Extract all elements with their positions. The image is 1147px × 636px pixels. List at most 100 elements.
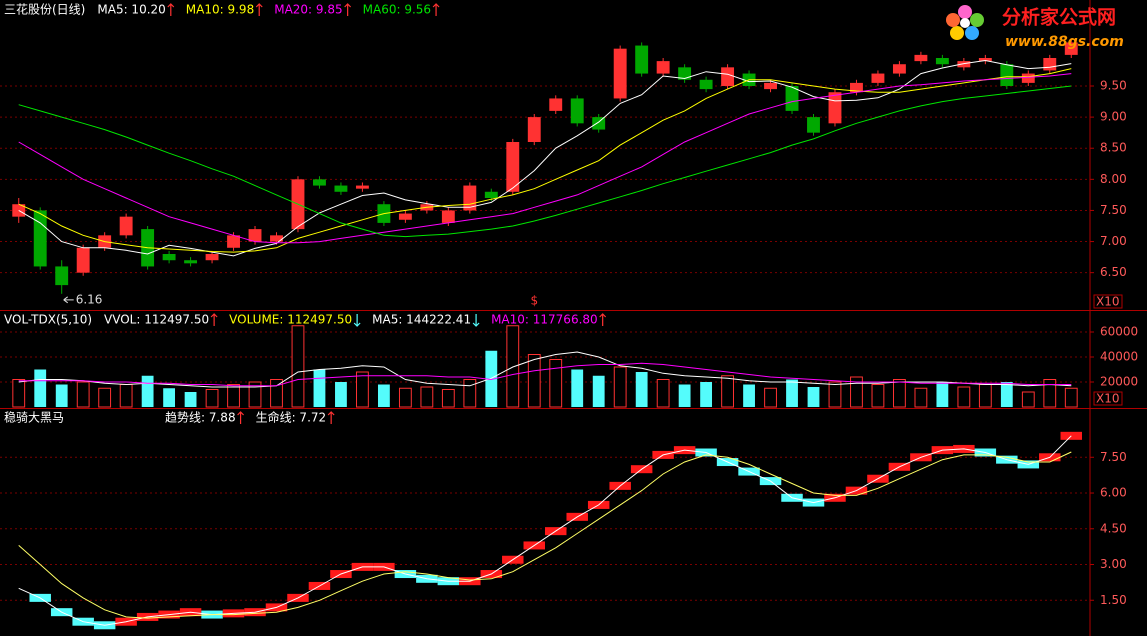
y-tick-label: 8.00 (1100, 172, 1127, 186)
volume-bar (936, 382, 949, 407)
volume-bar (721, 375, 734, 408)
volume-bar (613, 366, 627, 408)
candle-body (613, 48, 627, 99)
candle-body (828, 92, 842, 124)
volume-bar (55, 384, 68, 407)
logo-petal (946, 13, 960, 27)
unit-box (1093, 294, 1123, 309)
candle-body (549, 98, 563, 111)
volume-bar (743, 384, 755, 407)
candle-body (678, 67, 692, 80)
candle-body (570, 98, 584, 124)
candle-body (978, 58, 992, 62)
volume-bar (957, 386, 971, 408)
candle-body (635, 45, 649, 74)
candle-body (270, 235, 283, 242)
volume-bar (527, 354, 541, 408)
trend-arrow (432, 3, 440, 16)
candle-body (721, 67, 735, 86)
volume-bar (356, 371, 369, 408)
legend-entry: MA5: 10.20 (97, 3, 165, 17)
chart-title: 三花股份(日线) (4, 2, 85, 17)
y-tick-label: 7.50 (1100, 450, 1127, 464)
volume-bar (98, 387, 112, 408)
logo-petal (970, 13, 984, 27)
volume-bar (76, 381, 90, 408)
volume-bar (700, 382, 713, 407)
candle-body (914, 54, 928, 62)
candle-body (398, 213, 412, 220)
candle-body (313, 179, 326, 186)
candle-body (957, 61, 971, 68)
series-line (18, 362, 1072, 387)
candle-body (699, 79, 713, 90)
trend-arrow (353, 314, 361, 327)
low-pointer (63, 296, 74, 304)
candle-body (248, 229, 262, 242)
candle-body (184, 260, 198, 264)
unit-label: X10 (1096, 392, 1120, 406)
volume-bar (978, 384, 992, 408)
trend-arrow (344, 3, 352, 16)
series-line (18, 73, 1072, 244)
legend-entry: 生命线: 7.72 (256, 410, 327, 425)
legend-entry: 趋势线: 7.88 (165, 411, 236, 425)
volume-bar (12, 379, 26, 408)
volume-bar (441, 389, 455, 408)
candle-body (162, 254, 176, 261)
y-tick-label: 9.00 (1100, 110, 1127, 124)
volume-bar (1000, 382, 1013, 407)
candle-body (1000, 64, 1014, 86)
volume-bar (335, 382, 347, 407)
candle-body (205, 254, 219, 261)
low-value-label: 6.16 (76, 292, 103, 306)
volume-bar (291, 325, 305, 408)
candle-body (55, 266, 69, 286)
volume-bar (377, 384, 390, 407)
volume-bar (163, 388, 176, 407)
trend-arrow (237, 411, 245, 424)
volume-bar (463, 379, 477, 408)
volume-bar (506, 325, 520, 408)
y-tick-label: 40000 (1100, 350, 1138, 364)
volume-bar (828, 381, 842, 408)
y-tick-label: 3.00 (1100, 557, 1127, 571)
candle-body (871, 73, 885, 83)
volume-bar (1021, 391, 1035, 408)
unit-label: X10 (1096, 295, 1120, 309)
trend-arrow (472, 314, 480, 327)
series-line (18, 435, 1072, 626)
candle-body (527, 117, 541, 142)
trend-arrow (167, 3, 175, 16)
volume-bar (656, 379, 670, 408)
volume-bar (571, 369, 584, 407)
legend-entry: VOLUME: 112497.50 (229, 313, 352, 327)
legend-entry: VVOL: 112497.50 (104, 313, 209, 327)
y-tick-label: 7.00 (1100, 234, 1127, 248)
candle-body (355, 185, 369, 189)
volume-bar (398, 387, 412, 408)
volume-bar (485, 350, 498, 407)
volume-bar (807, 387, 820, 407)
y-tick-label: 1.50 (1100, 593, 1127, 607)
candle-body (227, 235, 240, 248)
trend-arrow (327, 411, 335, 424)
series-line (18, 85, 1072, 238)
y-tick-label: 6.50 (1100, 265, 1127, 279)
candle-body (76, 247, 90, 273)
y-tick-label: 9.50 (1100, 79, 1127, 93)
volume-bar (914, 387, 928, 408)
candle-body (850, 82, 863, 93)
candle-body (441, 210, 455, 223)
candle-body (1021, 73, 1035, 83)
legend-entry: MA10: 9.98 (186, 3, 254, 17)
volume-bar (850, 376, 863, 408)
candle-body (334, 185, 348, 192)
logo-petal (965, 26, 979, 40)
y-tick-label: 4.50 (1100, 521, 1127, 535)
candle-body (656, 61, 670, 74)
volume-bar (1043, 379, 1057, 408)
candle-body (1043, 58, 1057, 71)
